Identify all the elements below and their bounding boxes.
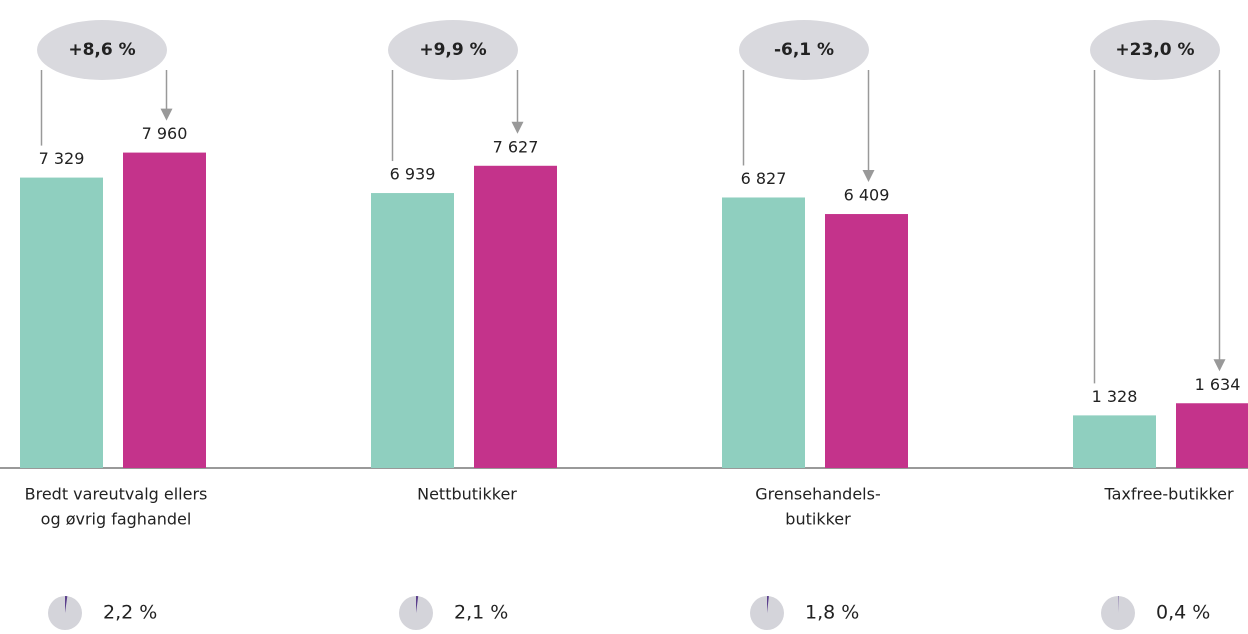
bar (20, 177, 103, 468)
change-bubble (388, 20, 518, 80)
value-label: 7 960 (142, 124, 188, 143)
arrow-head (1213, 359, 1226, 372)
change-label: +9,9 % (419, 40, 486, 60)
change-bubble (1090, 20, 1220, 80)
arrow-head (511, 121, 524, 134)
bar (722, 197, 805, 469)
value-label: 6 939 (390, 165, 436, 184)
bar (474, 165, 557, 468)
share-label: 2,1 % (454, 602, 508, 624)
bar (1176, 403, 1248, 468)
value-label: 6 409 (844, 186, 890, 205)
share-pie-slice (767, 596, 769, 613)
value-label: 1 634 (1195, 375, 1241, 394)
category-label: og øvrig faghandel (41, 510, 192, 529)
change-label: +8,6 % (68, 40, 135, 60)
value-label: 1 328 (1092, 387, 1138, 406)
value-label: 6 827 (741, 169, 787, 188)
bar (1073, 415, 1156, 468)
change-bubble (739, 20, 869, 80)
bar (371, 193, 454, 469)
arrow-head (862, 170, 875, 183)
bar (123, 152, 206, 468)
category-label: Grensehandels- (755, 485, 880, 504)
change-label: +23,0 % (1115, 40, 1194, 60)
category-label: Bredt vareutvalg ellers (25, 485, 208, 504)
category-label: Taxfree-butikker (1103, 485, 1234, 504)
bar (825, 214, 908, 468)
share-label: 1,8 % (805, 602, 859, 624)
share-pie-slice (416, 596, 419, 613)
value-label: 7 329 (39, 149, 85, 168)
share-pie-slice (65, 596, 68, 613)
arrow-head (160, 108, 173, 121)
value-label: 7 627 (493, 137, 539, 156)
share-label: 2,2 % (103, 602, 157, 624)
category-label: butikker (785, 510, 851, 529)
change-bubble (37, 20, 167, 80)
category-label: Nettbutikker (417, 485, 517, 504)
share-label: 0,4 % (1156, 602, 1210, 624)
change-label: -6,1 % (774, 40, 834, 60)
